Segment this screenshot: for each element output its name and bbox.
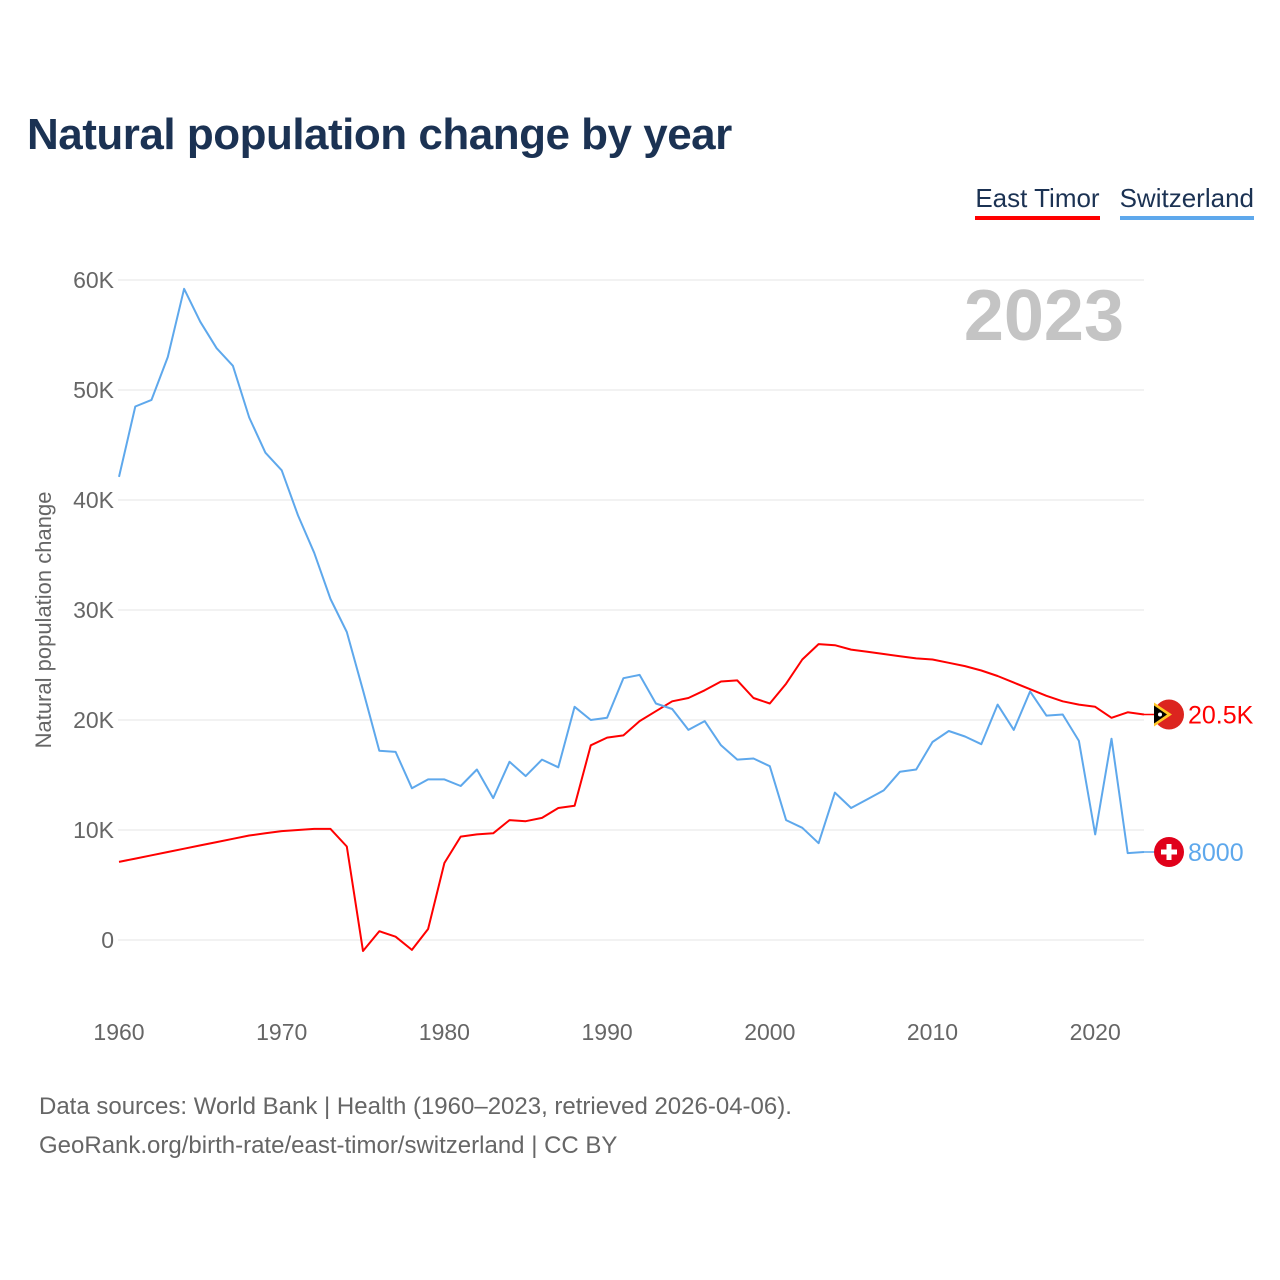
data-source: Data sources: World Bank | Health (1960–… — [39, 1093, 792, 1120]
legend-switzerland[interactable]: Switzerland — [1119, 183, 1254, 220]
footer: Data sources: World Bank | Health (1960–… — [39, 1087, 792, 1165]
end-value-label: 20.5K — [1188, 702, 1254, 730]
x-tick-label: 1980 — [419, 1019, 470, 1045]
east-timor-flag-icon — [1154, 699, 1184, 730]
y-tick-label: 20K — [73, 707, 115, 733]
x-tick-label: 1990 — [582, 1019, 633, 1045]
y-tick-label: 10K — [73, 817, 115, 843]
source-link[interactable]: GeoRank.org/birth-rate/east-timor/switze… — [39, 1132, 618, 1159]
y-tick-label: 40K — [73, 487, 115, 513]
legend: East Timor Switzerland — [975, 183, 1254, 220]
series-line-east-timor — [118, 643, 1145, 952]
x-tick-label: 1970 — [256, 1019, 307, 1045]
y-axis-label: Natural population change — [31, 492, 56, 749]
y-tick-label: 0 — [101, 927, 114, 953]
y-tick-label: 30K — [73, 597, 115, 623]
x-tick-label: 2000 — [744, 1019, 795, 1045]
chart-title: Natural population change by year — [27, 110, 732, 159]
series-line-switzerland — [118, 287, 1145, 855]
x-tick-label: 2010 — [907, 1019, 958, 1045]
x-tick-label: 1960 — [93, 1019, 144, 1045]
year-label: 2023 — [964, 276, 1124, 356]
y-tick-label: 50K — [73, 377, 115, 403]
legend-east-timor[interactable]: East Timor — [975, 183, 1100, 220]
y-tick-label: 60K — [73, 267, 115, 293]
x-tick-label: 2020 — [1070, 1019, 1121, 1045]
end-value-label: 8000 — [1188, 839, 1244, 867]
switzerland-flag-icon — [1154, 837, 1184, 867]
